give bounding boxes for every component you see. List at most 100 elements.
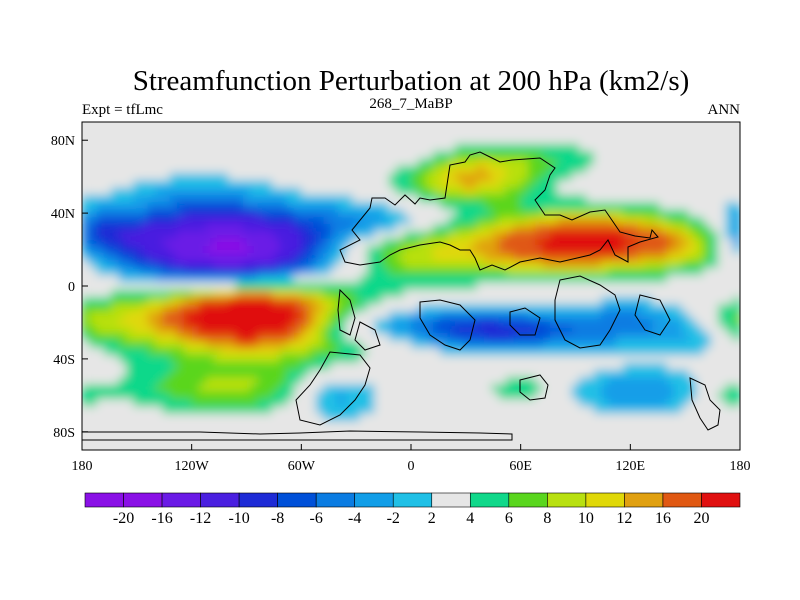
field-cell [447,326,456,334]
field-cell [118,435,127,444]
field-cell [279,377,288,385]
field-cell [389,304,397,313]
field-cell [184,260,193,269]
field-cell [403,151,412,160]
field-cell [323,165,332,174]
field-cell [155,442,164,450]
field-cell [250,202,259,211]
field-cell [535,122,544,130]
field-cell [549,326,558,334]
field-cell [579,151,588,160]
field-cell [571,180,580,189]
field-cell [630,275,639,283]
field-cell [184,413,193,422]
field-cell [279,245,288,254]
field-cell [345,216,354,225]
field-cell [169,151,178,160]
field-cell [601,245,609,254]
field-cell [294,253,302,262]
field-cell [681,282,690,291]
field-cell [155,282,164,291]
field-cell [337,362,346,371]
field-cell [484,245,493,254]
field-cell [644,435,653,444]
field-cell [396,165,405,174]
field-cell [571,398,580,407]
field-cell [520,384,529,393]
field-cell [228,377,237,385]
field-cell [133,304,142,313]
field-cell [133,129,142,138]
field-cell [82,245,90,254]
field-cell [198,282,207,291]
field-cell [337,355,346,364]
field-cell [659,275,668,283]
field-cell [579,435,588,444]
field-cell [542,347,551,356]
field-cell [652,275,661,283]
field-cell [681,238,690,247]
field-cell [177,442,185,450]
field-cell [454,231,463,240]
field-cell [688,289,697,298]
field-cell [359,311,368,320]
field-cell [469,304,478,313]
field-cell [644,194,653,203]
field-cell [623,275,631,283]
field-cell [82,289,90,298]
field-cell [549,122,558,130]
field-cell [118,304,127,313]
field-cell [345,202,354,211]
field-cell [498,165,507,174]
field-cell [506,413,514,422]
field-cell [513,275,522,283]
field-cell [381,275,390,283]
field-cell [220,267,229,276]
field-cell [345,406,354,415]
field-cell [235,406,244,415]
field-cell [549,180,558,189]
field-cell [447,267,456,276]
field-cell [213,369,222,378]
field-cell [520,398,529,407]
field-cell [571,245,580,254]
field-cell [674,216,683,225]
field-cell [359,194,368,203]
field-cell [264,362,273,371]
field-cell [133,398,142,407]
field-cell [703,231,712,240]
field-cell [549,202,558,211]
field-cell [425,362,434,371]
field-cell [308,311,317,320]
field-cell [506,369,514,378]
field-cell [140,340,149,349]
field-cell [111,282,120,291]
field-cell [198,143,207,152]
field-cell [615,275,624,283]
field-cell [681,136,690,145]
field-cell [374,340,383,349]
field-cell [220,275,229,283]
field-cell [608,173,617,181]
field-cell [272,413,280,422]
field-cell [718,304,726,313]
field-cell [330,122,339,130]
field-cell [703,143,712,152]
field-cell [688,296,697,305]
field-cell [418,180,427,189]
field-cell [330,267,339,276]
field-cell [411,340,419,349]
field-cell [396,253,405,262]
field-cell [213,391,222,400]
field-cell [184,216,193,225]
field-cell [359,202,368,211]
field-cell [133,245,142,254]
field-cell [549,420,558,429]
field-cell [198,245,207,254]
field-cell [535,406,544,415]
field-cell [549,224,558,232]
field-cell [308,282,317,291]
field-cell [623,326,631,334]
field-cell [169,391,178,400]
